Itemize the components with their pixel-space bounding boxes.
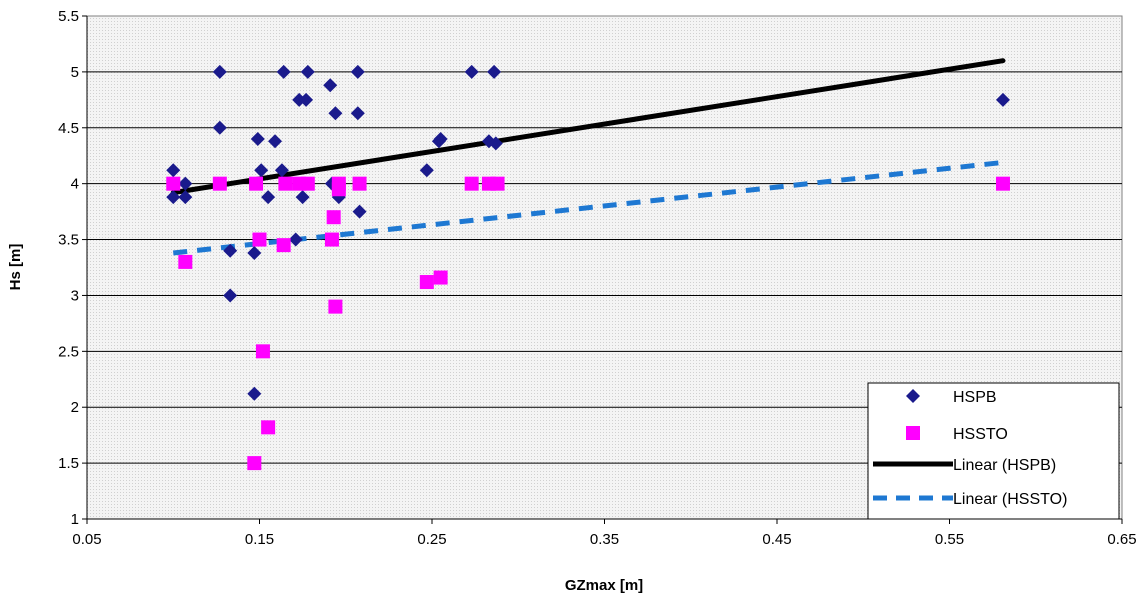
data-point-hspb — [464, 64, 479, 79]
data-point-hssto — [278, 176, 293, 191]
legend-label-linear-hspb: Linear (HSPB) — [953, 457, 1056, 474]
data-point-hspb — [350, 64, 365, 79]
y-tick-label: 3.5 — [58, 232, 79, 249]
axes: 1 1.5 2 2.5 3 3.5 4 4.5 5 5.5 0.05 0.15 0.25 0.35 0.45… — [58, 8, 1136, 548]
data-point-hspb — [433, 131, 448, 146]
data-point-hspb — [247, 245, 262, 260]
data-point-hspb — [178, 176, 193, 191]
data-point-hspb — [288, 232, 303, 247]
legend-diamond-icon — [906, 389, 920, 403]
data-point-hspb — [488, 136, 503, 151]
data-point-hssto — [331, 182, 346, 197]
trendlines — [170, 58, 1006, 256]
legend: HSPB HSSTO Linear (HSPB) Linear (HSSTO) — [867, 382, 1120, 520]
data-point-hspb — [352, 204, 367, 219]
data-point-hssto — [352, 176, 367, 191]
x-tick-label: 0.35 — [590, 531, 619, 548]
data-point-hssto — [249, 176, 264, 191]
data-point-hspb — [268, 134, 283, 149]
data-point-hspb — [299, 92, 314, 107]
data-point-hspb — [300, 64, 315, 79]
data-point-hssto — [995, 176, 1010, 191]
x-tick-label: 0.65 — [1107, 531, 1136, 548]
data-point-hssto — [261, 420, 276, 435]
data-point-hspb — [274, 163, 289, 178]
data-point-hssto — [300, 176, 315, 191]
y-tick-label: 2.5 — [58, 343, 79, 360]
data-point-hspb — [166, 163, 181, 178]
x-tick-label: 0.05 — [72, 531, 101, 548]
y-tick-label: 3 — [71, 287, 79, 304]
x-axis-title: GZmax [m] — [565, 577, 643, 594]
trendline-hssto — [172, 159, 1004, 256]
data-point-hspb — [295, 190, 310, 205]
data-point-hspb — [350, 106, 365, 121]
data-point-hssto — [490, 176, 505, 191]
legend-label-hssto: HSSTO — [953, 426, 1008, 443]
legend-square-icon — [906, 426, 920, 440]
y-tick-label: 4 — [71, 176, 79, 193]
data-point-hssto — [419, 275, 434, 290]
y-axis-title: Hs [m] — [7, 244, 24, 291]
data-point-hspb — [247, 386, 262, 401]
data-point-hspb — [261, 190, 276, 205]
y-tick-label: 1.5 — [58, 455, 79, 472]
x-tick-label: 0.45 — [762, 531, 791, 548]
data-point-hspb — [328, 106, 343, 121]
data-point-hspb — [178, 190, 193, 205]
data-point-hssto — [255, 344, 270, 359]
x-tick-label: 0.55 — [935, 531, 964, 548]
data-point-hssto — [178, 254, 193, 269]
data-point-hssto — [464, 176, 479, 191]
data-point-hspb — [323, 78, 338, 93]
data-point-hssto — [433, 270, 448, 285]
data-point-hspb — [212, 64, 227, 79]
data-point-hssto — [328, 299, 343, 314]
data-point-hspb — [212, 120, 227, 135]
data-point-hspb — [166, 190, 181, 205]
y-tick-label: 5 — [71, 64, 79, 81]
data-point-hspb — [419, 163, 434, 178]
x-tick-label: 0.15 — [245, 531, 274, 548]
data-point-hssto — [324, 232, 339, 247]
x-tick-label: 0.25 — [417, 531, 446, 548]
y-tick-label: 2 — [71, 399, 79, 416]
data-point-hspb — [276, 64, 291, 79]
data-point-hspb — [487, 64, 502, 79]
legend-label-linear-hssto: Linear (HSSTO) — [953, 491, 1067, 508]
legend-label-hspb: HSPB — [953, 389, 997, 406]
data-point-hspb — [995, 92, 1010, 107]
y-tick-label: 5.5 — [58, 8, 79, 25]
trendline-hspb — [170, 58, 1006, 196]
data-point-hspb — [223, 288, 238, 303]
data-points — [166, 64, 1010, 471]
data-point-hspb — [223, 243, 238, 258]
data-point-hssto — [326, 210, 341, 225]
data-point-hspb — [254, 163, 269, 178]
data-point-hssto — [247, 456, 262, 471]
data-point-hssto — [212, 176, 227, 191]
y-tick-label: 1 — [71, 511, 79, 528]
data-point-hssto — [166, 176, 181, 191]
data-point-hssto — [276, 238, 291, 253]
y-tick-label: 4.5 — [58, 120, 79, 137]
data-point-hspb — [250, 131, 265, 146]
data-point-hssto — [252, 232, 267, 247]
